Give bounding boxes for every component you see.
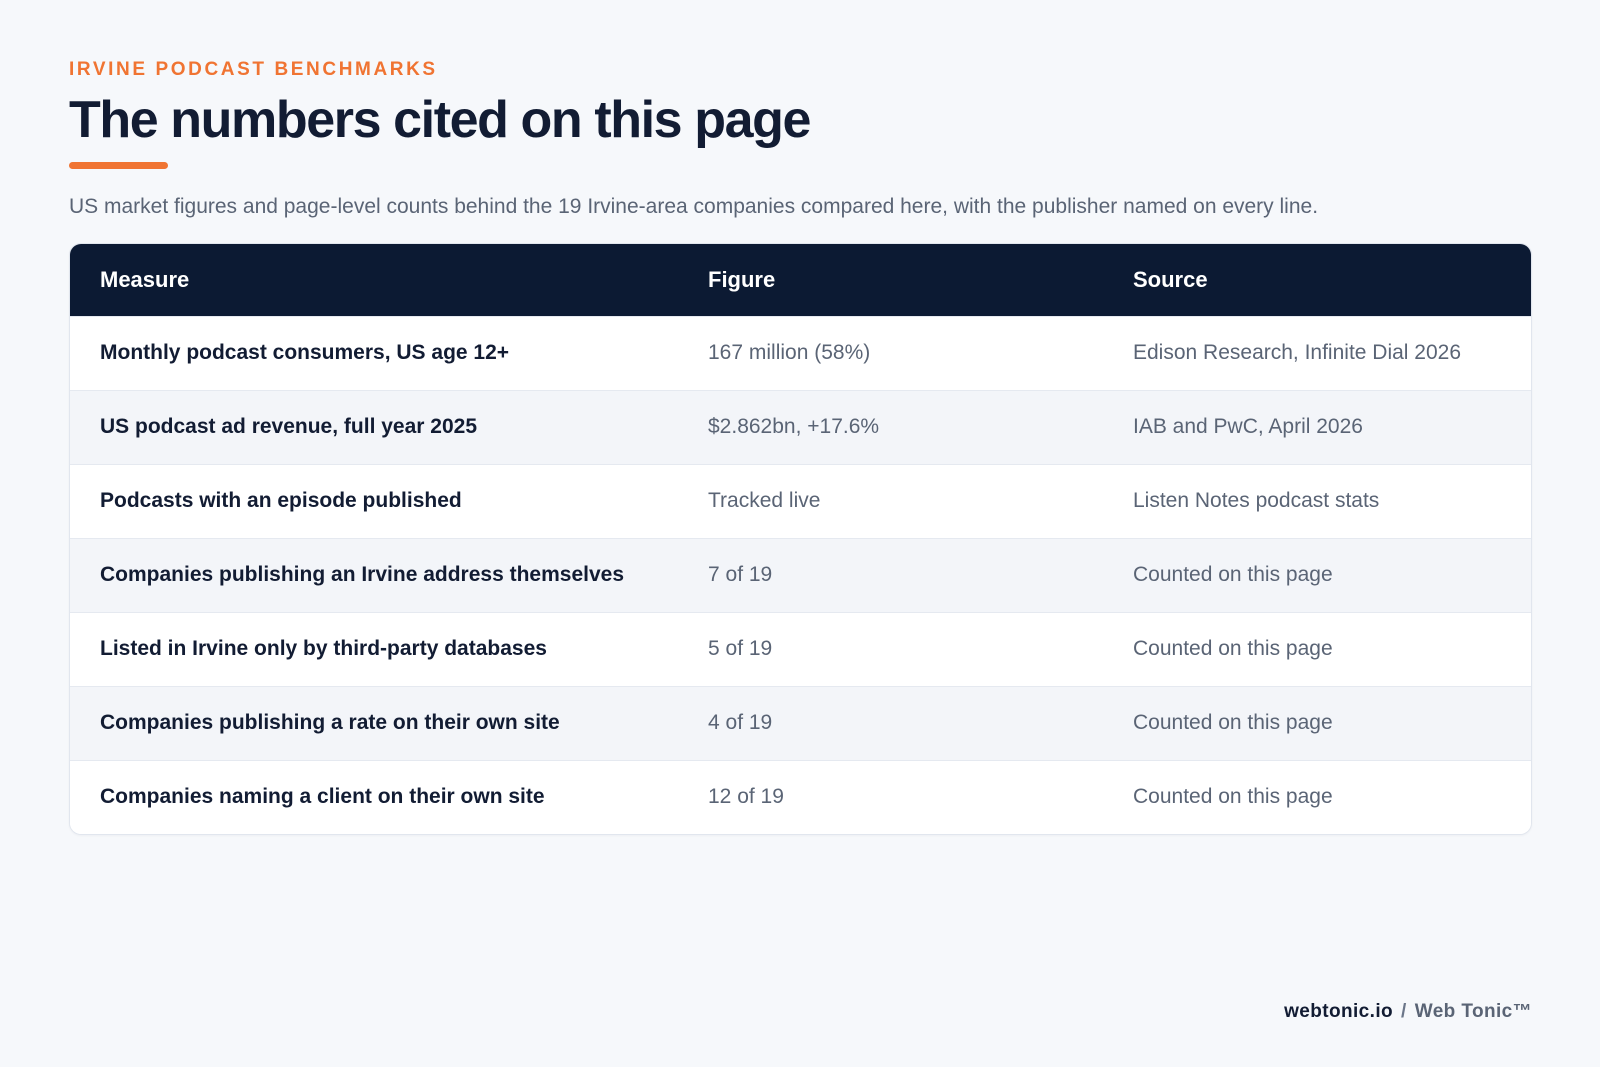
table-row: Companies naming a client on their own s…: [70, 760, 1531, 834]
benchmarks-table: Measure Figure Source Monthly podcast co…: [70, 244, 1531, 834]
eyebrow-label: IRVINE PODCAST BENCHMARKS: [69, 59, 438, 80]
footer-brand: Web Tonic™: [1414, 1001, 1532, 1022]
table-row: US podcast ad revenue, full year 2025 $2…: [70, 390, 1531, 464]
table-row: Companies publishing an Irvine address t…: [70, 538, 1531, 612]
source-cell: Counted on this page: [1133, 711, 1333, 734]
measure-cell: Listed in Irvine only by third-party dat…: [100, 637, 547, 660]
figure-cell: 7 of 19: [708, 563, 773, 586]
measure-cell: Companies naming a client on their own s…: [100, 785, 545, 809]
measure-cell: Monthly podcast consumers, US age 12+: [100, 341, 510, 364]
table-header: Measure Figure Source: [70, 244, 1531, 316]
benchmarks-section: IRVINE PODCAST BENCHMARKS The numbers ci…: [69, 58, 1532, 835]
source-cell: Listen Notes podcast stats: [1133, 489, 1380, 512]
source-cell: Counted on this page: [1133, 785, 1333, 809]
column-header-source: Source: [1133, 266, 1208, 292]
footer-separator: /: [1401, 1001, 1407, 1022]
column-header-figure: Figure: [708, 266, 776, 292]
figure-cell: Tracked live: [708, 489, 821, 512]
measure-cell: Companies publishing a rate on their own…: [100, 711, 560, 734]
measure-cell: US podcast ad revenue, full year 2025: [100, 415, 477, 438]
source-cell: Counted on this page: [1133, 637, 1333, 660]
page-title: The numbers cited on this page: [69, 91, 811, 149]
figure-cell: 5 of 19: [708, 637, 773, 660]
figure-cell: 167 million (58%): [708, 341, 871, 364]
page-subtitle: US market figures and page-level counts …: [69, 195, 1319, 218]
title-accent-bar: [69, 162, 168, 169]
measure-cell: Companies publishing an Irvine address t…: [100, 563, 624, 586]
footer-domain: webtonic.io: [1284, 1001, 1394, 1022]
source-cell: Edison Research, Infinite Dial 2026: [1133, 341, 1462, 364]
figure-cell: $2.862bn, +17.6%: [708, 415, 880, 438]
table-row: Podcasts with an episode published Track…: [70, 464, 1531, 538]
figure-cell: 12 of 19: [708, 785, 784, 809]
table-row: Listed in Irvine only by third-party dat…: [70, 612, 1531, 686]
table-row: Monthly podcast consumers, US age 12+ 16…: [70, 316, 1531, 390]
figure-cell: 4 of 19: [708, 711, 773, 734]
footer-credit: webtonic.io / Web Tonic™: [1284, 1000, 1532, 1024]
table-row: Companies publishing a rate on their own…: [70, 686, 1531, 760]
source-cell: IAB and PwC, April 2026: [1133, 415, 1363, 438]
benchmarks-table-card: Measure Figure Source Monthly podcast co…: [69, 243, 1532, 835]
table-body: Monthly podcast consumers, US age 12+ 16…: [70, 316, 1531, 834]
measure-cell: Podcasts with an episode published: [100, 489, 462, 512]
source-cell: Counted on this page: [1133, 563, 1333, 586]
column-header-measure: Measure: [100, 266, 190, 292]
table-header-row: Measure Figure Source: [70, 244, 1531, 316]
